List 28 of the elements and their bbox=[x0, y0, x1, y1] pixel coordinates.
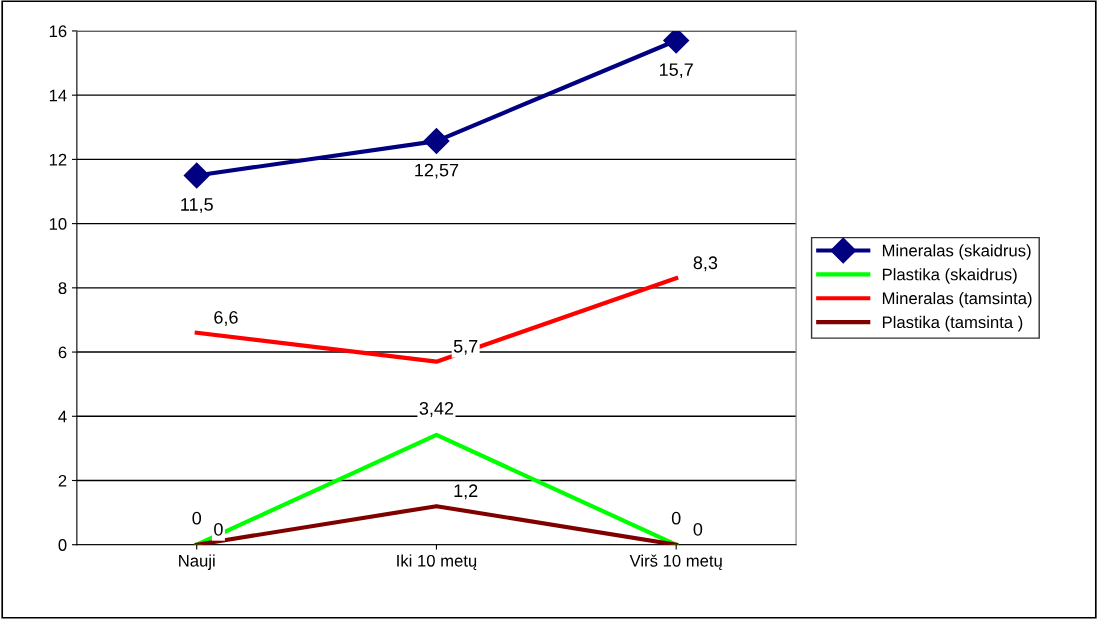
data-label: 12,57 bbox=[415, 163, 459, 179]
data-label: 3,42 bbox=[419, 401, 454, 417]
data-label: 0 bbox=[671, 511, 681, 525]
data-label: 0 bbox=[214, 522, 223, 536]
x-tick-label: Iki 10 metų bbox=[397, 554, 477, 570]
y-tick-label: 2 bbox=[58, 474, 67, 487]
y-tick-label: 10 bbox=[49, 218, 67, 230]
y-tick-label: 16 bbox=[49, 25, 67, 38]
data-label: 6,6 bbox=[214, 310, 238, 326]
x-tick-label: Virš 10 metų bbox=[629, 554, 722, 571]
legend-label: Plastika (tamsinta ) bbox=[882, 315, 1023, 332]
legend-label: Plastika (skaidrus) bbox=[882, 268, 1017, 284]
data-label: 1,2 bbox=[454, 484, 478, 500]
data-label: 0 bbox=[192, 511, 202, 525]
data-label: 0 bbox=[693, 522, 703, 536]
y-tick-label: 14 bbox=[49, 89, 67, 102]
data-label: 8,3 bbox=[693, 256, 718, 272]
y-tick-label: 0 bbox=[58, 539, 67, 551]
legend-label: Mineralas (skaidrus) bbox=[882, 244, 1031, 260]
data-label: 11,5 bbox=[181, 198, 213, 213]
data-label: 5,7 bbox=[453, 340, 478, 355]
x-tick-label: Nauji bbox=[179, 554, 215, 570]
y-tick-label: 6 bbox=[58, 346, 67, 359]
y-tick-label: 4 bbox=[58, 410, 67, 423]
data-label: 15,7 bbox=[659, 63, 693, 79]
y-tick-label: 12 bbox=[49, 153, 67, 166]
y-tick-label: 8 bbox=[58, 282, 67, 295]
legend-label: Mineralas (tamsinta) bbox=[882, 292, 1032, 308]
